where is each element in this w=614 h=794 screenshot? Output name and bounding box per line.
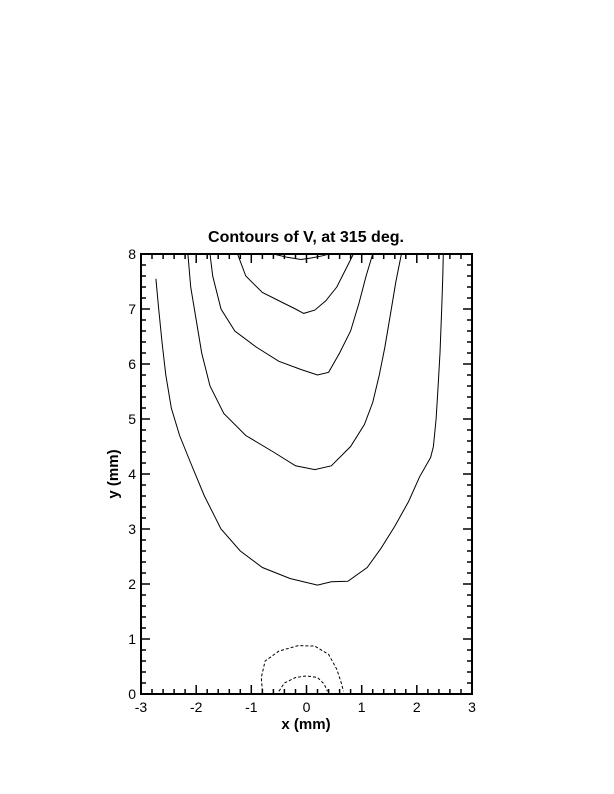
axis-ticks <box>140 253 473 695</box>
x-axis-label: x (mm) <box>281 716 330 733</box>
y-tick-label: 4 <box>128 466 136 482</box>
x-tick-label: 3 <box>468 699 476 715</box>
y-tick-label: 6 <box>128 356 136 372</box>
y-axis-label: y (mm) <box>105 449 122 498</box>
tick-labels: -3 -2 -1 0 1 2 3 0 1 2 3 4 5 6 7 8 <box>128 246 476 715</box>
y-tick-label: 1 <box>128 631 136 647</box>
dashed-contour-7 <box>278 675 328 692</box>
x-tick-label: -1 <box>245 699 258 715</box>
y-tick-label: 7 <box>128 301 136 317</box>
solid-contour-2 <box>187 253 402 471</box>
solid-contour-1 <box>155 253 444 586</box>
contour-lines <box>155 253 444 692</box>
x-tick-label: 2 <box>413 699 421 715</box>
x-tick-label: -2 <box>190 699 203 715</box>
y-tick-label: 3 <box>128 521 136 537</box>
solid-contour-3 <box>209 253 374 376</box>
chart-title: Contours of V, at 315 deg. <box>208 229 404 246</box>
plot-frame <box>140 253 473 695</box>
dashed-contour-6 <box>260 645 344 692</box>
y-tick-label: 8 <box>128 246 136 262</box>
y-tick-label: 2 <box>128 576 136 592</box>
x-tick-label: 1 <box>358 699 366 715</box>
y-tick-label: 5 <box>128 411 136 427</box>
solid-contour-4 <box>237 253 354 314</box>
x-tick-label: 0 <box>303 699 311 715</box>
x-tick-label: -3 <box>135 699 148 715</box>
y-tick-label: 0 <box>128 686 136 702</box>
